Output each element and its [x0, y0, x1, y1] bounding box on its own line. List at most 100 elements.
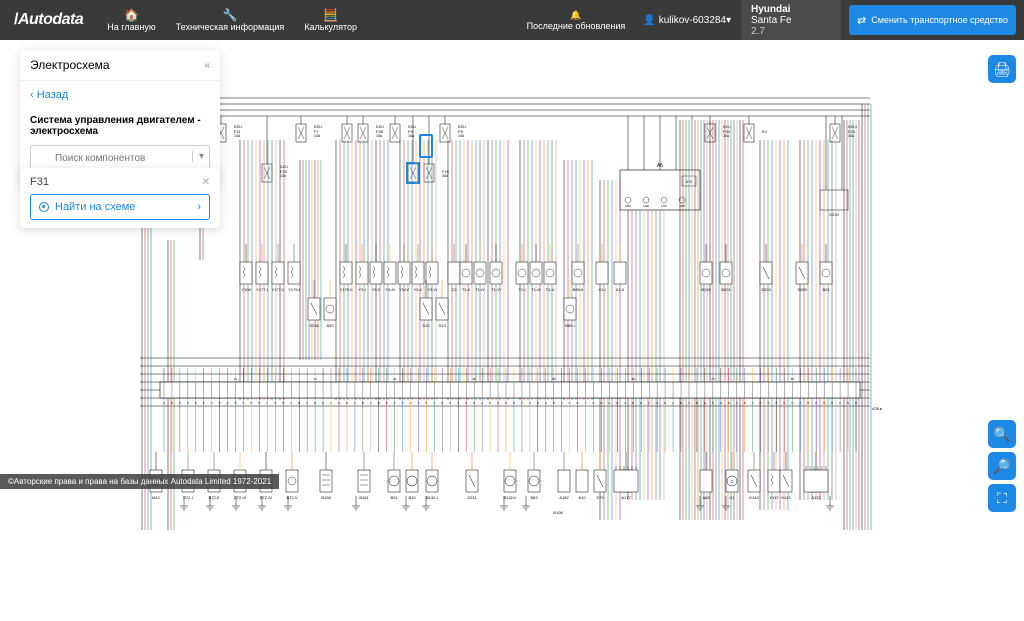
find-label: Найти на схеме — [55, 201, 197, 213]
switch-vehicle-label: Сменить транспортное средство — [871, 15, 1008, 25]
svg-text:G: G — [730, 479, 733, 484]
svg-text:Y3-V: Y3-V — [414, 287, 423, 292]
svg-text:H63: H63 — [625, 204, 631, 208]
svg-text:A10: A10 — [578, 495, 586, 500]
panel-subtitle: Система управления двигателем - электрос… — [20, 109, 220, 145]
vehicle-engine: 2.7 — [751, 26, 831, 37]
svg-text:15A: 15A — [848, 134, 855, 138]
svg-text:B30: B30 — [326, 323, 334, 328]
svg-text:B161: B161 — [359, 495, 369, 500]
svg-text:B72-I: B72-I — [183, 495, 193, 500]
svg-text:Y3-I: Y3-I — [358, 287, 365, 292]
svg-text:M12: M12 — [152, 495, 161, 500]
nav-calc-label: Калькулятор — [304, 22, 357, 32]
svg-text:Y179-II: Y179-II — [340, 287, 353, 292]
svg-text:B132-II: B132-II — [504, 495, 517, 500]
svg-text:Y179-I: Y179-I — [288, 287, 300, 292]
svg-text:B72-II: B72-II — [209, 495, 220, 500]
svg-text:T1-IV: T1-IV — [475, 287, 485, 292]
nav-home[interactable]: 🏠 На главную — [97, 8, 165, 32]
selected-component-panel: F31 ✕ Найти на схеме › — [20, 168, 220, 228]
back-label: Назад — [37, 89, 69, 101]
chevron-down-icon: ▾ — [726, 15, 731, 26]
svg-text:T1-I: T1-I — [518, 287, 525, 292]
svg-text:B196: B196 — [701, 287, 711, 292]
vehicle-model: Santa Fe — [751, 15, 831, 26]
svg-text:Y117: Y117 — [769, 495, 779, 500]
back-link[interactable]: Назад — [20, 81, 220, 109]
svg-text:S12: S12 — [422, 323, 430, 328]
svg-text:K4: K4 — [762, 129, 768, 134]
svg-text:S258: S258 — [309, 323, 319, 328]
calculator-icon: 🧮 — [323, 8, 338, 22]
nav-calc[interactable]: 🧮 Калькулятор — [294, 8, 367, 32]
svg-text:X1-I: X1-I — [598, 287, 605, 292]
close-icon[interactable]: ✕ — [202, 177, 210, 188]
svg-text:S79: S79 — [596, 495, 604, 500]
zoom-out-button[interactable]: 🔎 — [988, 452, 1016, 480]
svg-text:B69-I: B69-I — [565, 323, 575, 328]
selected-component-label: F31 — [30, 176, 49, 188]
nav-tech[interactable]: 🔧 Техническая информация — [166, 8, 295, 32]
svg-text:T1-V: T1-V — [546, 287, 555, 292]
panel-title: Электросхема — [30, 58, 110, 72]
user-icon: 👤 — [643, 15, 655, 26]
zoom-in-button[interactable]: 🔍 — [988, 420, 1016, 448]
svg-text:B10: B10 — [408, 495, 416, 500]
svg-text:B138: B138 — [321, 495, 331, 500]
svg-text:X1-II: X1-II — [616, 287, 624, 292]
swap-icon: ⇄ — [857, 14, 866, 27]
copyright-text: ©Авторские права и права на базы данных … — [8, 477, 271, 486]
zoom-in-icon: 🔍 — [993, 426, 1010, 443]
svg-text:T1-VI: T1-VI — [491, 287, 501, 292]
svg-text:A177: A177 — [621, 495, 631, 500]
svg-text:10A: 10A — [458, 134, 465, 138]
svg-text:C3: C3 — [451, 287, 457, 292]
svg-text:Y3-VI: Y3-VI — [427, 287, 437, 292]
svg-text:15A: 15A — [408, 134, 415, 138]
svg-text:H70: H70 — [661, 204, 667, 208]
diagram-panel: Электросхема « Назад Система управления … — [20, 50, 220, 181]
app-header: /Autodata 🏠 На главную 🔧 Техническая инф… — [0, 0, 1024, 40]
user-menu[interactable]: 👤 kulikov-603284 ▾ — [633, 15, 741, 26]
svg-text:T1-III: T1-III — [531, 287, 540, 292]
svg-text:B63: B63 — [530, 495, 538, 500]
chevron-right-icon: › — [197, 201, 201, 213]
svg-text:Y3-IV: Y3-IV — [399, 287, 409, 292]
collapse-icon[interactable]: « — [204, 60, 210, 71]
svg-text:A63: A63 — [702, 495, 710, 500]
svg-text:B132-I: B132-I — [426, 495, 438, 500]
fullscreen-button[interactable]: ⛶ — [988, 484, 1016, 512]
fullscreen-icon: ⛶ — [997, 490, 1007, 507]
svg-text:Y177-I: Y177-I — [256, 287, 268, 292]
svg-text:10A: 10A — [280, 174, 287, 178]
svg-text:K210: K210 — [829, 212, 839, 217]
vehicle-info[interactable]: Hyundai Santa Fe 2.7 — [741, 0, 841, 40]
switch-vehicle-button[interactable]: ⇄ Сменить транспортное средство — [849, 5, 1016, 35]
svg-text:10A: 10A — [314, 134, 321, 138]
svg-text:A35 ▸: A35 ▸ — [872, 406, 882, 411]
home-icon: 🏠 — [124, 8, 139, 22]
svg-text:A133: A133 — [811, 495, 821, 500]
copyright-bar: ©Авторские права и права на базы данных … — [0, 474, 279, 489]
print-icon: 🖨 — [993, 61, 1011, 78]
user-name: kulikov-603284 — [659, 15, 726, 26]
find-on-diagram-button[interactable]: Найти на схеме › — [30, 194, 210, 220]
svg-text:Y3-II: Y3-II — [372, 287, 380, 292]
svg-text:B201: B201 — [721, 287, 731, 292]
svg-text:B69-II: B69-II — [573, 287, 584, 292]
svg-text:A182: A182 — [559, 495, 569, 500]
vehicle-make: Hyundai — [751, 4, 831, 15]
svg-text:H48: H48 — [643, 204, 649, 208]
svg-text:K143: K143 — [781, 495, 791, 500]
svg-text:S269: S269 — [797, 287, 807, 292]
svg-text:20A: 20A — [723, 134, 730, 138]
svg-text:K143: K143 — [749, 495, 759, 500]
brand-logo[interactable]: /Autodata — [0, 11, 97, 29]
notifications[interactable]: 🔔 Последние обновления — [519, 10, 634, 31]
svg-text:Y3-III: Y3-III — [385, 287, 395, 292]
print-button[interactable]: 🖨 — [988, 55, 1016, 83]
brand-text: Autodata — [18, 11, 83, 28]
svg-text:G1: G1 — [729, 495, 735, 500]
svg-text:B24: B24 — [390, 495, 398, 500]
